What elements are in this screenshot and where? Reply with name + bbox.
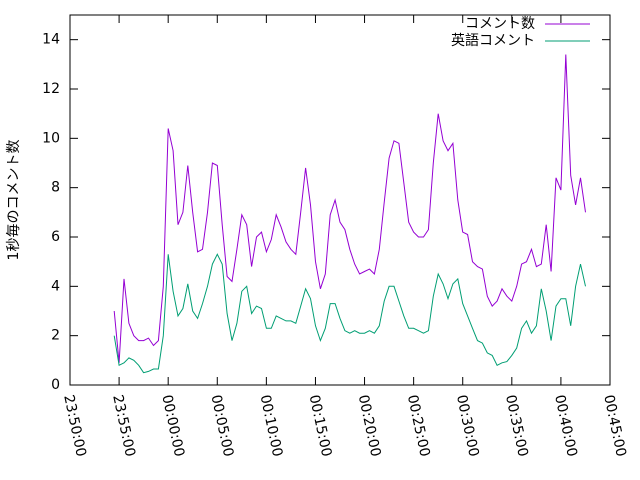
series-line [113, 253, 586, 374]
legend-label: コメント数 [465, 16, 535, 32]
y-tick-label: 4 [51, 278, 60, 294]
x-tick-label: 00:05:00 [207, 393, 236, 458]
y-tick-label: 2 [51, 328, 60, 344]
plot-frame [69, 14, 611, 386]
x-tick-label: 23:55:00 [109, 393, 138, 458]
x-tick-label: 00:40:00 [551, 393, 580, 458]
x-tick-label: 00:15:00 [306, 393, 335, 458]
x-tick-label: 00:30:00 [453, 393, 482, 458]
x-tick-label: 00:00:00 [158, 393, 187, 458]
legend-label: 英語コメント [451, 32, 535, 49]
series-line [113, 54, 586, 363]
y-tick-label: 0 [51, 377, 60, 393]
y-tick-label: 12 [42, 81, 60, 97]
y-tick-label: 8 [51, 180, 60, 196]
y-tick-label: 14 [42, 32, 60, 48]
x-tick-label: 00:25:00 [404, 393, 433, 458]
x-tick-label: 23:50:00 [60, 393, 89, 458]
x-tick-label: 00:10:00 [257, 393, 286, 458]
x-tick-label: 00:20:00 [355, 393, 384, 458]
y-tick-label: 6 [51, 229, 60, 245]
x-tick-label: 00:35:00 [502, 393, 531, 458]
y-tick-label: 10 [42, 130, 60, 146]
y-axis-label: 1秒毎のコメント数 [6, 140, 22, 261]
x-tick-label: 00:45:00 [600, 393, 629, 458]
